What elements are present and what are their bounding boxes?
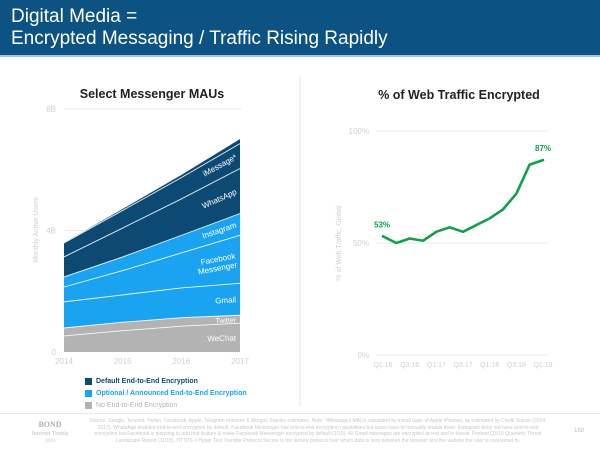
encrypted-traffic-line bbox=[381, 158, 545, 245]
left-x-tick-label: 2017 bbox=[231, 357, 249, 366]
area-imessage bbox=[64, 143, 240, 257]
right-x-tick-label: Q1:17 bbox=[427, 362, 446, 369]
right-y-tick-label: 100% bbox=[349, 127, 369, 136]
right-x-tick-label: Q3:16 bbox=[400, 362, 419, 369]
right-x-tick-label: Q1:16 bbox=[373, 362, 392, 369]
slide-header: Digital Media = Encrypted Messaging / Tr… bbox=[0, 0, 600, 55]
series-label-part: WeChat bbox=[207, 334, 237, 344]
right-chart-title: % of Web Traffic Encrypted bbox=[378, 88, 540, 102]
panel-divider bbox=[299, 76, 301, 406]
page-number: 168 bbox=[574, 428, 585, 434]
right-x-tick-label: Q3:17 bbox=[453, 362, 472, 369]
area-twitter bbox=[64, 315, 240, 336]
series-label-part: Twitter bbox=[215, 317, 237, 325]
left-y-tick-label: 8B bbox=[46, 105, 56, 114]
right-x-tick-label: Q3:18 bbox=[507, 362, 526, 369]
footer-rule bbox=[0, 413, 600, 414]
left-y-tick-label: 0 bbox=[52, 348, 57, 357]
boundary-instagram bbox=[63, 213, 241, 278]
legend-label-optional: Optional / Announced End-to-End Encrypti… bbox=[96, 389, 247, 397]
area-facebook-messenger bbox=[64, 235, 240, 302]
left-y-tick-label: 4B bbox=[46, 227, 56, 236]
legend-item-optional: Optional / Announced End-to-End Encrypti… bbox=[85, 387, 247, 399]
slide-title-line-2: Encrypted Messaging / Traffic Rising Rap… bbox=[11, 28, 388, 49]
area-whatsapp bbox=[64, 168, 240, 277]
boundary-wechat bbox=[63, 322, 241, 337]
legend-item-default: Default End-to-End Encryption bbox=[85, 375, 247, 387]
web-traffic-encrypted-chart: % of Web Traffic Encrypted 0% 50% 100% Q1:… bbox=[336, 88, 553, 369]
bond-subtitle: Internet Trends bbox=[31, 431, 69, 437]
series-label-wechat: WeChat bbox=[207, 334, 237, 344]
legend-item-none: No End-to-End Encryption bbox=[85, 399, 247, 411]
left-y-axis-label: Monthly Active Users bbox=[33, 197, 40, 263]
bond-logo: BOND Internet Trends 2019 bbox=[20, 420, 80, 444]
legend-swatch-optional bbox=[85, 389, 92, 397]
messenger-mau-chart: Select Messenger MAUs WeChat Twitter Gmail… bbox=[33, 87, 249, 366]
right-y-tick-label: 0% bbox=[357, 351, 369, 360]
left-x-tick-label: 2014 bbox=[55, 357, 73, 366]
boundary-other bbox=[63, 138, 241, 243]
series-label-twitter: Twitter bbox=[215, 317, 237, 325]
boundary-twitter bbox=[63, 314, 241, 329]
series-label-gmail: Gmail bbox=[215, 295, 237, 305]
right-x-tick-label: Q1:18 bbox=[480, 362, 499, 369]
source-note: Source: Google, Tencent, Twitter, Facebo… bbox=[89, 418, 547, 444]
data-label: 87% bbox=[535, 144, 551, 153]
bond-brand: BOND bbox=[38, 420, 62, 429]
left-x-tick-label: 2016 bbox=[172, 357, 190, 366]
right-y-axis-label: % of Web Traffic, Global bbox=[336, 205, 343, 281]
header-rule bbox=[0, 55, 600, 57]
left-x-tick-label: 2015 bbox=[114, 357, 132, 366]
legend-swatch-default bbox=[85, 377, 92, 385]
area-instagram bbox=[64, 213, 240, 287]
boundary-whatsapp bbox=[63, 168, 241, 258]
area-wechat bbox=[64, 323, 240, 352]
series-label-part: Gmail bbox=[215, 295, 237, 305]
legend-label-default: Default End-to-End Encryption bbox=[96, 377, 198, 385]
legend-label-none: No End-to-End Encryption bbox=[96, 401, 178, 409]
bond-year: 2019 bbox=[45, 439, 55, 444]
data-label: 53% bbox=[374, 220, 390, 229]
right-y-tick-label: 50% bbox=[353, 239, 369, 248]
legend: Default End-to-End Encryption Optional /… bbox=[85, 375, 247, 411]
left-chart-title: Select Messenger MAUs bbox=[80, 87, 225, 101]
boundary-imessage bbox=[63, 143, 241, 244]
slide-title-line-1: Digital Media = bbox=[11, 6, 138, 27]
legend-swatch-none bbox=[85, 401, 92, 409]
boundary-facebook-messenger bbox=[63, 234, 241, 288]
boundary-gmail bbox=[63, 282, 241, 303]
right-x-tick-label: Q1:19 bbox=[533, 362, 552, 369]
